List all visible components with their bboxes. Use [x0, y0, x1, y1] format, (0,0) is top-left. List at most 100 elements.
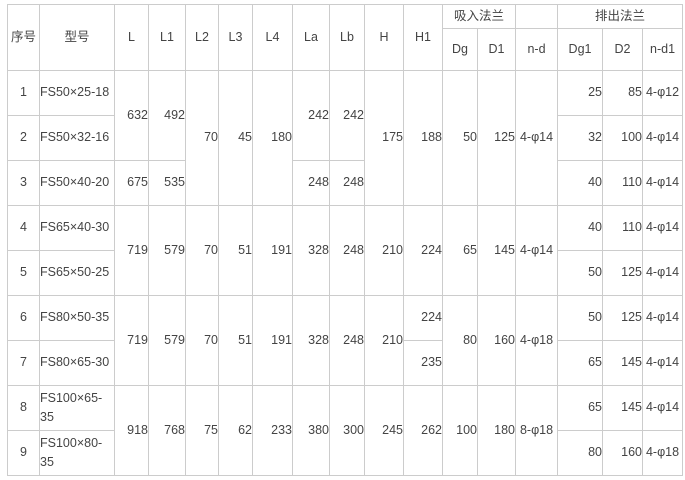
cell-seq: 2 — [7, 115, 40, 161]
cell-Dg: 50 — [442, 70, 478, 206]
header-Dg: Dg — [442, 28, 478, 71]
cell-La: 328 — [292, 205, 330, 296]
table-row: 3 FS50×40-20 675 535 248 248 40 110 4-φ1… — [7, 160, 684, 206]
table-row: 6 FS80×50-35 719 579 70 51 191 328 248 2… — [7, 295, 684, 386]
cell-D2: 125 — [602, 250, 644, 296]
header-discharge-flange: 排出法兰 — [557, 4, 684, 29]
cell-D1: 145 — [476, 205, 517, 296]
cell-L: 719 — [114, 295, 149, 386]
cell-L4: 191 — [252, 205, 293, 296]
cell-La: 248 — [292, 160, 330, 206]
cell-nd1: 4-φ14 — [642, 160, 684, 206]
cell-H1: 224 — [403, 205, 443, 296]
cell-L2: 75 — [185, 385, 219, 476]
cell-H1: 188 — [403, 70, 443, 206]
cell-L4: 191 — [252, 295, 293, 386]
header-nd: n-d — [515, 28, 559, 71]
cell-model: FS50×25-18 — [39, 70, 115, 116]
cell-Dg1: 25 — [557, 70, 604, 116]
cell-Dg1: 50 — [557, 295, 604, 341]
cell-L2: 70 — [185, 70, 219, 206]
cell-L2: 70 — [185, 295, 219, 386]
cell-model: FS65×50-25 — [39, 250, 115, 296]
cell-nd: 4-φ14 — [515, 205, 559, 296]
cell-Dg1: 50 — [557, 250, 604, 296]
header-L1: L1 — [148, 4, 186, 71]
header-H1: H1 — [403, 4, 443, 71]
cell-Dg1: 65 — [557, 385, 604, 431]
cell-Dg1: 40 — [557, 160, 604, 206]
cell-model: FS80×50-35 — [39, 295, 115, 341]
table-row: 8 FS100×65-35 918 768 75 62 233 380 300 … — [7, 385, 684, 476]
cell-nd1: 4-φ12 — [642, 70, 684, 116]
cell-Lb: 242 — [329, 70, 365, 161]
cell-H: 210 — [364, 295, 404, 386]
cell-seq: 4 — [7, 205, 40, 251]
cell-L4: 180 — [252, 70, 293, 206]
cell-H1: 262 — [403, 385, 443, 476]
cell-model: FS80×65-30 — [39, 340, 115, 386]
cell-seq: 1 — [7, 70, 40, 116]
table-row: 4 FS65×40-30 719 579 70 51 191 328 248 2… — [7, 205, 684, 296]
cell-L1: 535 — [148, 160, 186, 206]
cell-Dg1: 80 — [557, 430, 604, 476]
cell-L2: 70 — [185, 205, 219, 296]
header-D2: D2 — [602, 28, 644, 71]
cell-L3: 51 — [218, 295, 253, 386]
cell-D1: 125 — [476, 70, 517, 206]
cell-Lb: 300 — [329, 385, 365, 476]
header-La: La — [292, 4, 330, 71]
cell-L3: 45 — [218, 70, 253, 206]
header-nd1: n-d1 — [642, 28, 684, 71]
cell-seq: 5 — [7, 250, 40, 296]
cell-seq: 6 — [7, 295, 40, 341]
cell-nd1: 4-φ18 — [642, 430, 684, 476]
cell-L1: 492 — [148, 70, 186, 161]
table-row: 7 FS80×65-30 235 65 145 4-φ14 — [7, 340, 684, 386]
cell-Dg: 80 — [442, 295, 478, 386]
cell-Dg1: 40 — [557, 205, 604, 251]
cell-L1: 768 — [148, 385, 186, 476]
cell-D2: 160 — [602, 430, 644, 476]
cell-nd: 4-φ14 — [515, 70, 559, 206]
cell-L1: 579 — [148, 205, 186, 296]
pump-spec-table: 序号 型号 L L1 L2 L3 L4 La Lb H H1 吸入法兰 排出法兰… — [7, 4, 684, 476]
cell-D1: 180 — [476, 385, 517, 476]
header-row-groups: 序号 型号 L L1 L2 L3 L4 La Lb H H1 吸入法兰 排出法兰 — [7, 4, 684, 71]
cell-L: 918 — [114, 385, 149, 476]
cell-D1: 160 — [476, 295, 517, 386]
cell-seq: 9 — [7, 430, 40, 476]
cell-D2: 110 — [602, 205, 644, 251]
cell-Dg: 100 — [442, 385, 478, 476]
header-L: L — [114, 4, 149, 71]
cell-L3: 51 — [218, 205, 253, 296]
cell-L1: 579 — [148, 295, 186, 386]
header-model: 型号 — [39, 4, 115, 71]
cell-H: 175 — [364, 70, 404, 206]
header-Lb: Lb — [329, 4, 365, 71]
table-row: 1 FS50×25-18 632 492 70 45 180 242 242 1… — [7, 70, 684, 206]
cell-D2: 110 — [602, 160, 644, 206]
cell-D2: 125 — [602, 295, 644, 341]
cell-H1: 224 — [403, 295, 443, 341]
cell-La: 328 — [292, 295, 330, 386]
header-row-columns: Dg D1 n-d Dg1 D2 n-d1 — [8, 28, 684, 71]
cell-L: 719 — [114, 205, 149, 296]
header-seq: 序号 — [7, 4, 40, 71]
cell-La: 380 — [292, 385, 330, 476]
header-L4: L4 — [252, 4, 293, 71]
cell-Dg1: 32 — [557, 115, 604, 161]
cell-nd1: 4-φ14 — [642, 295, 684, 341]
cell-model: FS50×32-16 — [39, 115, 115, 161]
cell-D2: 100 — [602, 115, 644, 161]
header-L2: L2 — [185, 4, 219, 71]
cell-L: 675 — [114, 160, 149, 206]
cell-La: 242 — [292, 70, 330, 161]
header-empty — [515, 4, 559, 29]
cell-seq: 7 — [7, 340, 40, 386]
cell-nd: 8-φ18 — [515, 385, 559, 476]
cell-D2: 145 — [602, 340, 644, 386]
cell-Dg1: 65 — [557, 340, 604, 386]
cell-nd1: 4-φ14 — [642, 115, 684, 161]
